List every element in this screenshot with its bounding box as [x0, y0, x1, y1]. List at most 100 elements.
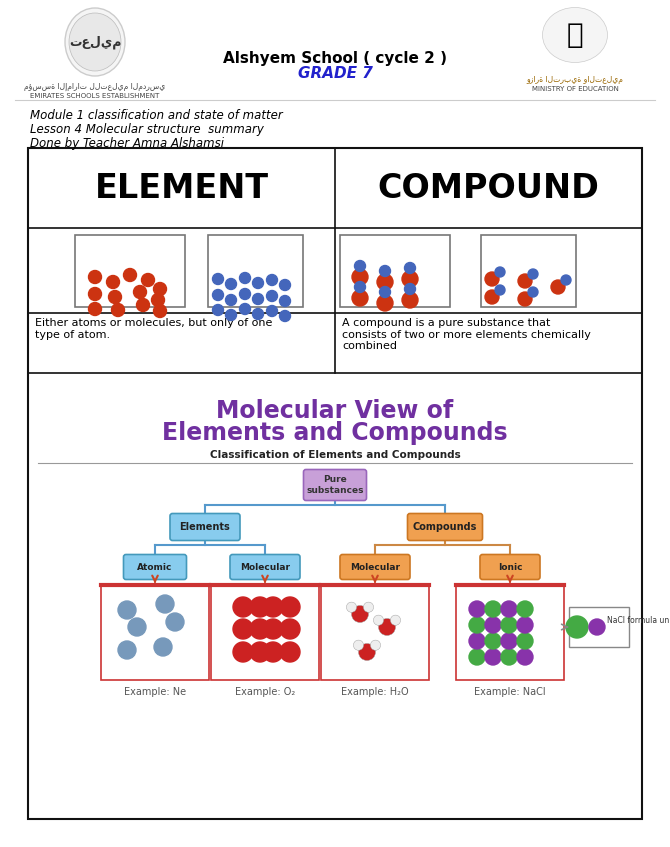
Circle shape [405, 284, 415, 295]
Circle shape [88, 270, 101, 284]
Text: Molecular View of: Molecular View of [216, 399, 454, 423]
Circle shape [263, 597, 283, 617]
Circle shape [111, 303, 125, 317]
Text: Module 1 classification and state of matter: Module 1 classification and state of mat… [30, 108, 283, 121]
Bar [75, 235, 185, 307]
Circle shape [353, 640, 364, 650]
Circle shape [501, 617, 517, 633]
Circle shape [566, 616, 588, 638]
Text: Alshyem School ( cycle 2 ): Alshyem School ( cycle 2 ) [223, 51, 447, 65]
Circle shape [141, 274, 155, 286]
Circle shape [280, 597, 300, 617]
Circle shape [166, 613, 184, 631]
Circle shape [518, 292, 532, 306]
Circle shape [517, 633, 533, 649]
Circle shape [253, 308, 263, 319]
Circle shape [250, 619, 270, 639]
Circle shape [485, 649, 501, 665]
Circle shape [280, 619, 300, 639]
FancyBboxPatch shape [230, 555, 300, 579]
FancyBboxPatch shape [304, 469, 366, 501]
Circle shape [226, 279, 237, 290]
Circle shape [551, 280, 565, 294]
Circle shape [354, 261, 366, 272]
Circle shape [279, 311, 291, 322]
Text: MINISTRY OF EDUCATION: MINISTRY OF EDUCATION [531, 86, 618, 92]
Circle shape [279, 296, 291, 307]
Text: تعليم: تعليم [69, 36, 121, 49]
Circle shape [495, 267, 505, 277]
Circle shape [239, 289, 251, 300]
Circle shape [154, 638, 172, 656]
Circle shape [212, 290, 224, 301]
Circle shape [373, 615, 384, 625]
Circle shape [263, 642, 283, 662]
Circle shape [118, 641, 136, 659]
FancyBboxPatch shape [340, 555, 410, 579]
Circle shape [212, 305, 224, 315]
Circle shape [156, 595, 174, 613]
Circle shape [346, 602, 356, 612]
Text: Example: O₂: Example: O₂ [235, 687, 295, 696]
Bar [208, 235, 302, 307]
Circle shape [153, 305, 167, 318]
Circle shape [485, 272, 499, 286]
Text: Classification of Elements and Compounds: Classification of Elements and Compounds [210, 450, 460, 460]
Circle shape [485, 290, 499, 304]
Ellipse shape [69, 13, 121, 71]
Bar [321, 584, 429, 679]
Text: COMPOUND: COMPOUND [378, 171, 600, 204]
Circle shape [253, 294, 263, 305]
Circle shape [589, 619, 605, 635]
Circle shape [469, 633, 485, 649]
Text: ELEMENT: ELEMENT [94, 171, 269, 204]
Text: Elements: Elements [180, 522, 230, 532]
Text: Molecular: Molecular [240, 562, 290, 572]
Circle shape [267, 306, 277, 317]
Circle shape [239, 273, 251, 284]
Circle shape [250, 597, 270, 617]
Text: Molecular: Molecular [350, 562, 400, 572]
Text: Example: H₂O: Example: H₂O [341, 687, 409, 696]
Circle shape [517, 649, 533, 665]
Circle shape [267, 291, 277, 302]
Text: Ionic: Ionic [498, 562, 522, 572]
Text: Example: NaCl: Example: NaCl [474, 687, 546, 696]
Text: Either atoms or molecules, but only of one
type of atom.: Either atoms or molecules, but only of o… [35, 318, 273, 340]
Circle shape [280, 642, 300, 662]
Text: NaCl formula unit: NaCl formula unit [607, 616, 670, 624]
Circle shape [517, 617, 533, 633]
Circle shape [212, 274, 224, 285]
Circle shape [469, 617, 485, 633]
Circle shape [501, 633, 517, 649]
Text: Elements and Compounds: Elements and Compounds [162, 421, 508, 445]
Text: Pure
substances: Pure substances [306, 475, 364, 495]
Circle shape [118, 601, 136, 619]
Circle shape [469, 649, 485, 665]
Text: GRADE 7: GRADE 7 [297, 65, 373, 80]
Circle shape [151, 294, 165, 307]
Circle shape [253, 278, 263, 289]
Circle shape [133, 285, 147, 298]
Circle shape [379, 618, 395, 635]
Circle shape [391, 615, 401, 625]
Circle shape [250, 642, 270, 662]
Circle shape [495, 285, 505, 295]
Circle shape [363, 602, 374, 612]
Circle shape [107, 275, 119, 289]
Circle shape [226, 295, 237, 306]
Circle shape [128, 618, 146, 636]
FancyBboxPatch shape [170, 513, 240, 540]
Text: مؤسسة الإمارات للتعليم المدرسي: مؤسسة الإمارات للتعليم المدرسي [24, 82, 165, 91]
Text: Atomic: Atomic [137, 562, 173, 572]
Circle shape [109, 291, 121, 303]
Circle shape [267, 274, 277, 285]
Bar [480, 235, 576, 307]
Circle shape [226, 309, 237, 320]
Circle shape [153, 283, 167, 296]
Circle shape [233, 619, 253, 639]
Circle shape [239, 303, 251, 314]
Circle shape [233, 597, 253, 617]
Circle shape [501, 649, 517, 665]
Text: Example: Ne: Example: Ne [124, 687, 186, 696]
